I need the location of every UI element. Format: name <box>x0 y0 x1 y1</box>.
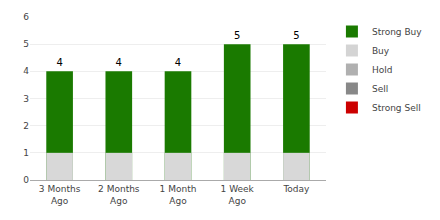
svg-text:4: 4 <box>175 57 181 68</box>
svg-text:Strong Sell: Strong Sell <box>372 103 421 113</box>
svg-text:1 WeekAgo: 1 WeekAgo <box>221 184 255 206</box>
svg-text:1: 1 <box>23 148 29 158</box>
svg-text:3 MonthsAgo: 3 MonthsAgo <box>39 184 81 206</box>
svg-text:2 MonthsAgo: 2 MonthsAgo <box>98 184 140 206</box>
svg-text:5: 5 <box>293 30 299 41</box>
svg-text:4: 4 <box>23 66 29 76</box>
svg-text:5: 5 <box>23 39 29 49</box>
svg-text:6: 6 <box>23 12 29 22</box>
svg-text:Strong Buy: Strong Buy <box>372 27 422 37</box>
svg-text:0: 0 <box>23 175 29 185</box>
svg-text:Sell: Sell <box>372 84 388 94</box>
svg-text:3: 3 <box>23 94 29 104</box>
svg-text:4: 4 <box>56 57 62 68</box>
svg-text:Today: Today <box>282 184 310 194</box>
svg-text:2: 2 <box>23 121 29 131</box>
svg-text:1 MonthAgo: 1 MonthAgo <box>160 184 197 206</box>
svg-text:Hold: Hold <box>372 65 393 75</box>
svg-text:Buy: Buy <box>372 46 390 56</box>
svg-text:5: 5 <box>234 30 240 41</box>
svg-text:4: 4 <box>116 57 122 68</box>
